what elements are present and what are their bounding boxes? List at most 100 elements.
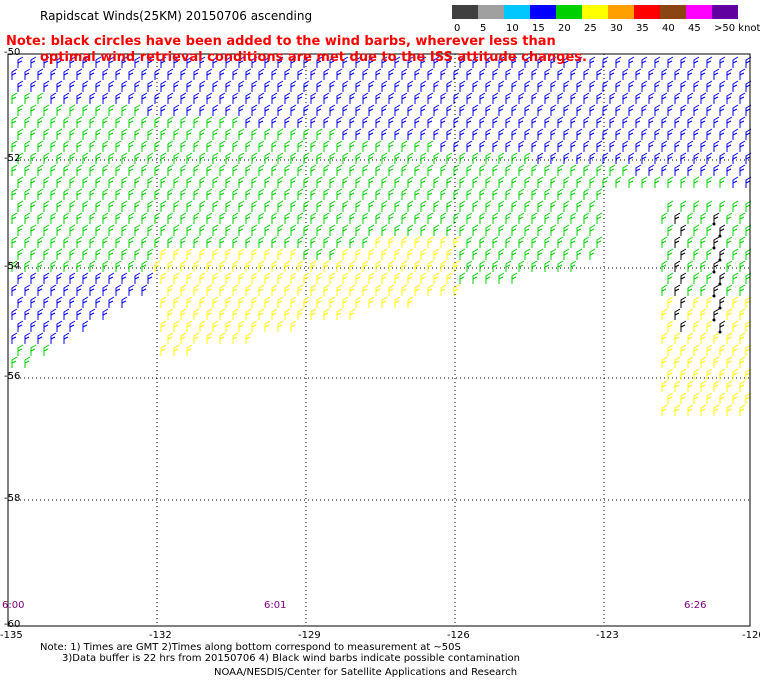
wind-barb — [50, 332, 57, 344]
wind-barb — [368, 296, 375, 308]
wind-barb — [667, 200, 674, 212]
wind-barb — [628, 56, 635, 68]
wind-barb — [440, 92, 447, 104]
wind-barb — [524, 152, 531, 164]
wind-barb — [342, 272, 349, 284]
wind-barb — [368, 224, 375, 236]
wind-barb — [492, 140, 499, 152]
wind-barb — [394, 80, 401, 92]
wind-barb — [147, 176, 154, 188]
wind-barb — [511, 224, 518, 236]
wind-barb — [427, 164, 434, 176]
time-label-2: 6:01 — [264, 600, 287, 611]
wind-barb — [453, 188, 460, 200]
wind-barb — [24, 188, 31, 200]
wind-barb — [173, 80, 180, 92]
wind-barb — [518, 68, 525, 80]
wind-barb — [349, 236, 356, 248]
wind-barb — [375, 260, 382, 272]
wind-barb — [674, 92, 681, 104]
wind-barb — [56, 176, 63, 188]
wind-barb — [375, 92, 382, 104]
wind-barb — [37, 92, 44, 104]
wind-barb — [557, 68, 564, 80]
wind-barb — [667, 320, 674, 332]
wind-barb — [167, 308, 174, 320]
wind-barb — [420, 200, 427, 212]
wind-barb — [264, 56, 271, 68]
wind-barb — [732, 104, 739, 116]
wind-barb — [147, 152, 154, 164]
wind-barb — [687, 260, 694, 272]
scale-label: 5 — [480, 23, 487, 34]
wind-barb — [342, 128, 349, 140]
wind-barb — [674, 380, 681, 392]
wind-barb — [732, 200, 739, 212]
wind-barb — [11, 212, 18, 224]
wind-barb — [355, 296, 362, 308]
wind-barb — [544, 188, 551, 200]
wind-barb — [524, 224, 531, 236]
wind-barb — [375, 164, 382, 176]
wind-barb — [199, 80, 206, 92]
wind-barb — [661, 308, 668, 320]
wind-barb — [342, 176, 349, 188]
wind-barb — [284, 212, 291, 224]
wind-barb — [173, 56, 180, 68]
wind-barb — [713, 356, 720, 368]
wind-barb — [576, 104, 583, 116]
wind-barb — [537, 56, 544, 68]
wind-barb — [713, 236, 720, 248]
wind-barb — [316, 176, 323, 188]
wind-barb — [212, 272, 219, 284]
wind-barb — [388, 212, 395, 224]
wind-barb — [596, 188, 603, 200]
wind-barb — [518, 236, 525, 248]
wind-barb — [537, 224, 544, 236]
wind-barb — [76, 68, 83, 80]
wind-barb — [30, 56, 37, 68]
wind-barb — [219, 116, 226, 128]
wind-barb — [232, 236, 239, 248]
wind-barb — [121, 80, 128, 92]
wind-barb — [726, 116, 733, 128]
wind-barb — [186, 344, 193, 356]
wind-barb — [173, 128, 180, 140]
wind-barb — [355, 128, 362, 140]
wind-barb — [76, 212, 83, 224]
wind-barb — [420, 80, 427, 92]
wind-barb — [37, 260, 44, 272]
wind-barb — [459, 248, 466, 260]
wind-barb — [459, 224, 466, 236]
footer-line-2: 3)Data buffer is 22 hrs from 20150706 4)… — [62, 653, 520, 664]
wind-barb — [199, 56, 206, 68]
wind-barb — [433, 200, 440, 212]
wind-barb — [732, 248, 739, 260]
wind-barb — [479, 260, 486, 272]
wind-barb — [258, 236, 265, 248]
wind-barb — [180, 212, 187, 224]
wind-barb — [745, 392, 752, 404]
wind-barb — [362, 236, 369, 248]
wind-barb — [420, 128, 427, 140]
wind-barb — [102, 164, 109, 176]
wind-barb — [69, 176, 76, 188]
wind-barb — [407, 104, 414, 116]
wind-barb — [141, 236, 148, 248]
wind-barb — [303, 248, 310, 260]
wind-barb — [50, 116, 57, 128]
wind-barb — [674, 116, 681, 128]
wind-barb — [63, 140, 70, 152]
wind-barb — [11, 236, 18, 248]
wind-barb — [264, 320, 271, 332]
wind-barb — [427, 116, 434, 128]
wind-barb — [687, 68, 694, 80]
wind-barb — [576, 200, 583, 212]
wind-barb — [427, 188, 434, 200]
wind-barb — [654, 80, 661, 92]
wind-barb — [115, 68, 122, 80]
wind-barb — [687, 212, 694, 224]
wind-barb — [147, 224, 154, 236]
wind-barb — [518, 92, 525, 104]
wind-barb — [128, 188, 135, 200]
